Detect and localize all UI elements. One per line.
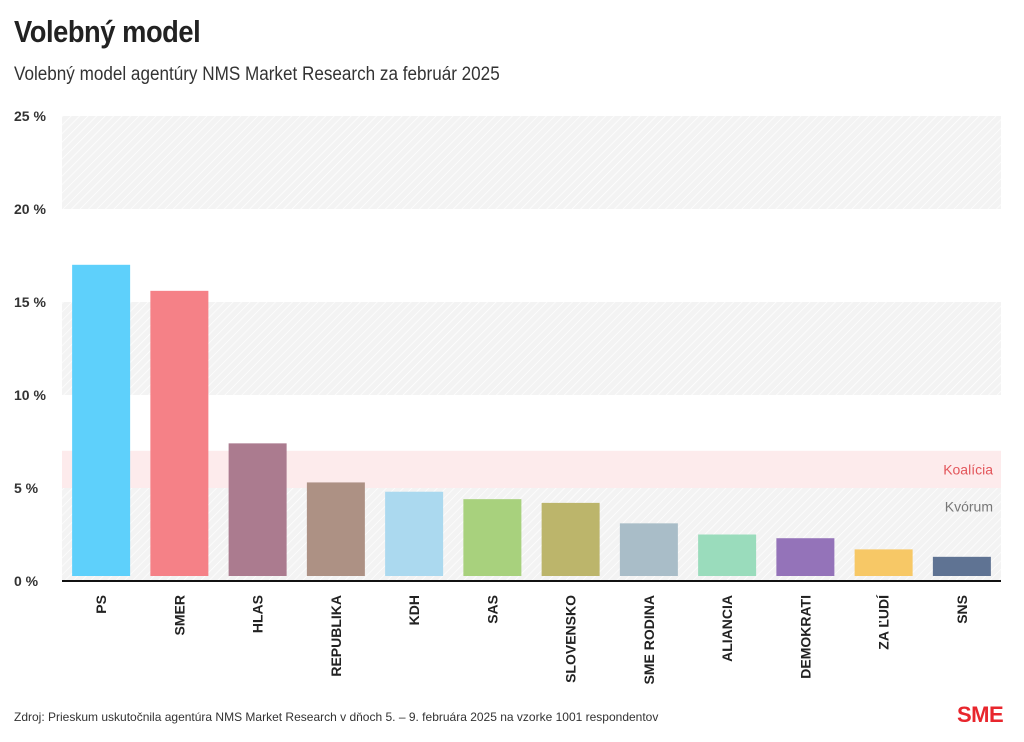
bar-sme-rodina[interactable] bbox=[619, 523, 678, 576]
reference-bands bbox=[62, 450, 1001, 488]
y-tick-label: 5 % bbox=[14, 480, 39, 496]
y-axis-ticks: 0 % 5 % 10 % 15 % 20 % 25 % bbox=[14, 108, 46, 589]
reference-band-labels: Koalícia Kvórum bbox=[943, 461, 993, 514]
sme-logo[interactable]: SME bbox=[957, 702, 1004, 727]
bar-kdh[interactable] bbox=[385, 491, 444, 576]
quorum-label: Kvórum bbox=[945, 499, 993, 515]
y-tick-label: 10 % bbox=[14, 387, 46, 403]
x-tick-label: SNS bbox=[954, 595, 970, 624]
y-tick-label: 20 % bbox=[14, 201, 46, 217]
x-tick-label: REPUBLIKA bbox=[328, 595, 344, 677]
bar-sns[interactable] bbox=[932, 556, 991, 576]
x-tick-label: ZA ĽUDÍ bbox=[876, 594, 892, 650]
grid-bands bbox=[62, 116, 1001, 581]
bar-demokrati[interactable] bbox=[776, 538, 835, 576]
x-tick-label: DEMOKRATI bbox=[797, 595, 813, 679]
x-tick-label: ALIANCIA bbox=[719, 595, 735, 662]
bar-hlas[interactable] bbox=[228, 443, 287, 576]
bar-republika[interactable] bbox=[306, 482, 365, 576]
bar-za-ľudí[interactable] bbox=[854, 549, 913, 576]
coalition-band bbox=[62, 450, 1001, 488]
bar-ps[interactable] bbox=[72, 264, 131, 576]
bar-smer[interactable] bbox=[150, 290, 209, 576]
y-tick-label: 0 % bbox=[14, 573, 39, 589]
bar-aliancia[interactable] bbox=[698, 534, 757, 577]
grid-band bbox=[62, 116, 1001, 209]
x-tick-label: KDH bbox=[406, 595, 422, 625]
bar-sas[interactable] bbox=[463, 499, 522, 576]
x-tick-label: SMER bbox=[171, 595, 187, 635]
page-subtitle: Volebný model agentúry NMS Market Resear… bbox=[14, 64, 500, 85]
source-note: Zdroj: Prieskum uskutočnila agentúra NMS… bbox=[14, 710, 659, 724]
y-tick-label: 15 % bbox=[14, 294, 46, 310]
x-tick-label: HLAS bbox=[250, 595, 266, 633]
bars bbox=[72, 264, 991, 577]
y-tick-label: 25 % bbox=[14, 108, 46, 124]
x-tick-label: SME RODINA bbox=[641, 595, 657, 684]
x-axis-categories: PS SMER HLAS REPUBLIKA KDH SAS SLOVENSKO SME RO… bbox=[93, 594, 970, 685]
page-title: Volebný model bbox=[14, 14, 201, 49]
x-tick-label: SLOVENSKO bbox=[563, 595, 579, 683]
x-tick-label: SAS bbox=[484, 595, 500, 624]
x-tick-label: PS bbox=[93, 595, 109, 614]
coalition-label: Koalícia bbox=[943, 461, 993, 477]
bar-slovensko[interactable] bbox=[541, 502, 600, 576]
grid-band bbox=[62, 488, 1001, 581]
grid-band bbox=[62, 302, 1001, 395]
